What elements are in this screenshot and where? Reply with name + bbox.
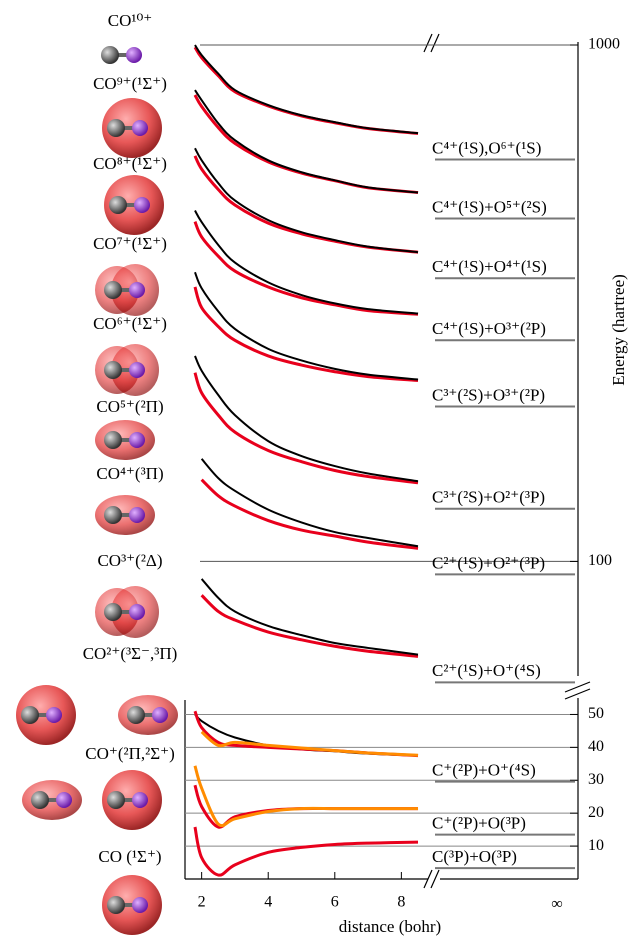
carbon-atom (104, 603, 122, 621)
oxygen-atom (129, 507, 145, 523)
oxygen-atom (132, 792, 148, 808)
state-label: CO⁴⁺(³Π) (96, 464, 163, 483)
curve (193, 372, 419, 485)
curve (193, 94, 419, 195)
curve (194, 89, 419, 194)
oxygen-atom (152, 707, 168, 723)
oxygen-atom (132, 897, 148, 913)
oxygen-atom (46, 707, 62, 723)
limit-label: C⁴⁺(¹S),O⁶⁺(¹S) (432, 138, 541, 157)
state-label: CO²⁺(³Σ⁻,³Π) (83, 644, 178, 663)
limit-label: C⁴⁺(¹S)+O⁵⁺(²S) (432, 197, 547, 216)
limit-label: C²⁺(¹S)+O⁺(⁴S) (432, 661, 541, 680)
curve (193, 46, 419, 135)
state-label: CO³⁺(²Δ) (97, 551, 162, 570)
carbon-atom (101, 46, 119, 64)
state-label: CO (¹Σ⁺) (98, 847, 161, 866)
oxygen-atom (126, 47, 142, 63)
y-tick-label: 10 (588, 837, 604, 854)
y-tick-label: 100 (588, 552, 612, 569)
carbon-atom (109, 196, 127, 214)
y-tick-label: 40 (588, 738, 604, 755)
limit-label: C⁺(²P)+O(³P) (432, 813, 526, 832)
curve (193, 826, 419, 877)
carbon-atom (104, 431, 122, 449)
axis-break (423, 33, 440, 53)
carbon-atom (104, 506, 122, 524)
curve (193, 765, 419, 828)
limit-label: C⁴⁺(¹S)+O⁴⁺(¹S) (432, 257, 547, 276)
y-axis-label: Energy (hartree) (609, 274, 628, 386)
limit-label: C⁴⁺(¹S)+O³⁺(²P) (432, 319, 546, 338)
state-label: CO⁷⁺(¹Σ⁺) (93, 234, 167, 253)
carbon-atom (104, 361, 122, 379)
x-tick-label: 8 (397, 894, 405, 911)
carbon-atom (127, 706, 145, 724)
y-tick-label: 1000 (588, 36, 620, 53)
curve (194, 44, 419, 135)
curve (200, 594, 419, 658)
oxygen-atom (129, 362, 145, 378)
carbon-atom (104, 281, 122, 299)
limit-label: C²⁺(¹S)+O²⁺(³P) (432, 553, 545, 572)
state-label: CO⁹⁺(¹Σ⁺) (93, 74, 167, 93)
state-label: CO⁺(²Π,²Σ⁺) (85, 744, 175, 763)
orbital-images (16, 46, 178, 935)
y-tick-label: 30 (588, 771, 604, 788)
carbon-atom (107, 896, 125, 914)
axis-break (423, 869, 440, 889)
curve (200, 578, 419, 656)
limit-label: C(³P)+O(³P) (432, 847, 517, 866)
y-tick-label: 20 (588, 804, 604, 821)
x-axis-label: distance (bohr) (339, 917, 441, 936)
limit-label: C³⁺(²S)+O²⁺(³P) (432, 488, 545, 507)
curve (193, 155, 419, 254)
curve (194, 210, 419, 315)
axes-frame (184, 33, 591, 889)
carbon-atom (107, 119, 125, 137)
curve (200, 730, 419, 757)
curve (194, 147, 419, 254)
state-label: CO¹⁰⁺ (108, 11, 153, 30)
x-tick-label: 4 (264, 894, 272, 911)
curve (194, 271, 419, 381)
state-label: CO⁵⁺(²Π) (96, 397, 163, 416)
oxygen-atom (134, 197, 150, 213)
carbon-atom (107, 791, 125, 809)
state-label: CO⁸⁺(¹Σ⁺) (93, 154, 167, 173)
curve (193, 286, 419, 383)
axis-break (564, 681, 591, 700)
oxygen-atom (129, 432, 145, 448)
curve (200, 478, 419, 550)
carbon-atom (21, 706, 39, 724)
oxygen-atom (129, 604, 145, 620)
state-label: CO⁶⁺(¹Σ⁺) (93, 314, 167, 333)
oxygen-atom (129, 282, 145, 298)
y-tick-label: 50 (588, 705, 604, 722)
carbon-atom (31, 791, 49, 809)
oxygen-atom (132, 120, 148, 136)
limit-label: C³⁺(²S)+O³⁺(²P) (432, 385, 545, 404)
curve (193, 221, 419, 316)
x-tick-label: 2 (198, 894, 206, 911)
curve (194, 355, 419, 483)
limit-label: C⁺(²P)+O⁺(⁴S) (432, 760, 536, 779)
oxygen-atom (56, 792, 72, 808)
x-tick-label: 6 (331, 894, 339, 911)
curve (200, 458, 419, 548)
x-end-label: ∞ (551, 896, 562, 913)
